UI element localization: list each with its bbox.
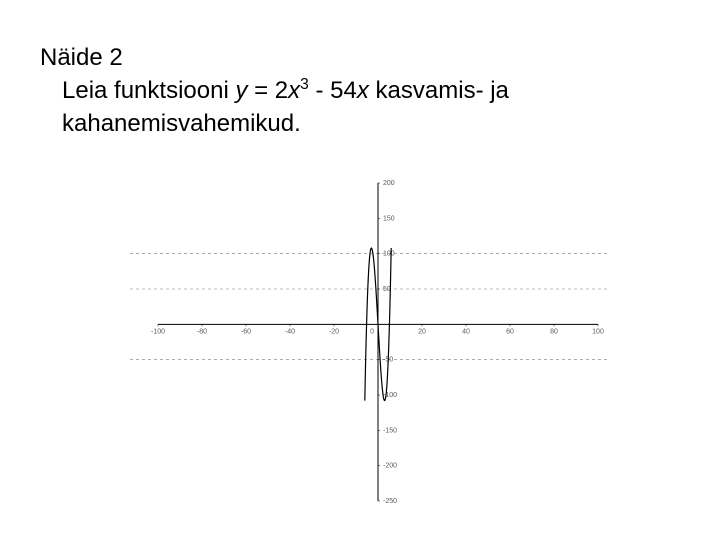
svg-text:40: 40 bbox=[462, 328, 470, 335]
example-body-line-2: kahanemisvahemikud. bbox=[40, 108, 509, 140]
example-body-line-1: Leia funktsiooni y = 2x3 - 54x kasvamis-… bbox=[40, 74, 509, 107]
svg-text:-100: -100 bbox=[151, 328, 165, 335]
svg-text:0: 0 bbox=[370, 328, 374, 335]
text-fragment: kasvamis- ja bbox=[369, 77, 509, 104]
svg-text:80: 80 bbox=[550, 328, 558, 335]
svg-text:100: 100 bbox=[383, 251, 395, 258]
example-heading: Näide 2 Leia funktsiooni y = 2x3 - 54x k… bbox=[40, 42, 509, 140]
text-fragment: - 54 bbox=[309, 77, 357, 104]
text-fragment: Leia funktsiooni bbox=[62, 77, 235, 104]
svg-text:100: 100 bbox=[592, 328, 604, 335]
svg-text:-40: -40 bbox=[285, 328, 295, 335]
svg-text:-20: -20 bbox=[329, 328, 339, 335]
svg-text:150: 150 bbox=[383, 215, 395, 222]
svg-text:-150: -150 bbox=[383, 427, 397, 434]
exponent: 3 bbox=[300, 76, 309, 93]
text-fragment: = 2 bbox=[247, 77, 288, 104]
var-y: y bbox=[235, 77, 247, 104]
example-title: Näide 2 bbox=[40, 42, 509, 74]
function-chart: -100-80-60-40-20020406080100-250-200-150… bbox=[130, 175, 610, 515]
var-x: x bbox=[357, 77, 369, 104]
svg-text:60: 60 bbox=[506, 328, 514, 335]
chart-svg: -100-80-60-40-20020406080100-250-200-150… bbox=[130, 175, 610, 515]
svg-text:-60: -60 bbox=[241, 328, 251, 335]
svg-text:200: 200 bbox=[383, 180, 395, 187]
svg-text:-80: -80 bbox=[197, 328, 207, 335]
svg-text:20: 20 bbox=[418, 328, 426, 335]
svg-text:-250: -250 bbox=[383, 498, 397, 505]
var-x: x bbox=[288, 77, 300, 104]
svg-text:-200: -200 bbox=[383, 463, 397, 470]
slide: Näide 2 Leia funktsiooni y = 2x3 - 54x k… bbox=[0, 0, 720, 540]
